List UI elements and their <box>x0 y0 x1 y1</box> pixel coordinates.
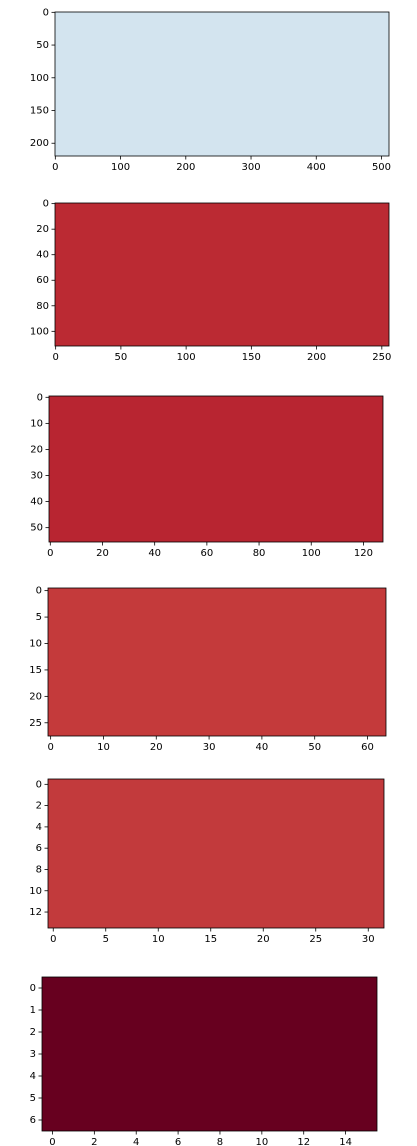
y-tick-label: 12 <box>29 907 42 918</box>
heatmap-image <box>48 588 386 736</box>
y-tick-label: 0 <box>36 586 42 597</box>
y-tick-label: 1 <box>30 1005 36 1016</box>
x-tick-label: 60 <box>201 548 214 559</box>
y-tick-label: 10 <box>29 886 42 897</box>
x-tick-label: 8 <box>217 1137 223 1146</box>
y-tick-label: 25 <box>29 718 42 729</box>
y-tick-label: 10 <box>29 639 42 650</box>
x-tick-label: 0 <box>50 934 56 945</box>
x-tick-label: 250 <box>372 352 391 363</box>
y-tick-label: 4 <box>30 1071 36 1082</box>
y-tick-label: 2 <box>30 1027 36 1038</box>
axes-frame <box>54 11 390 157</box>
y-tick-label: 10 <box>30 418 43 429</box>
y-tick-label: 20 <box>29 691 42 702</box>
x-tick-label: 40 <box>148 548 161 559</box>
x-tick-label: 300 <box>241 162 260 173</box>
y-tick-label: 0 <box>30 983 36 994</box>
x-tick-label: 400 <box>307 162 326 173</box>
axes-frame <box>54 202 390 347</box>
x-tick-label: 14 <box>339 1137 352 1146</box>
x-tick-label: 200 <box>176 162 195 173</box>
x-tick-label: 0 <box>52 162 58 173</box>
x-tick-label: 40 <box>256 742 269 753</box>
y-tick-label: 40 <box>30 497 43 508</box>
x-tick-label: 25 <box>309 934 322 945</box>
y-tick-label: 30 <box>30 471 43 482</box>
y-tick-label: 60 <box>36 275 49 286</box>
heatmap-image <box>55 203 389 346</box>
y-tick-label: 20 <box>36 224 49 235</box>
y-tick-label: 2 <box>36 801 42 812</box>
x-tick-label: 10 <box>255 1137 268 1146</box>
heatmap-image <box>55 12 389 156</box>
x-tick-label: 60 <box>361 742 374 753</box>
x-tick-label: 0 <box>52 352 58 363</box>
y-tick-label: 50 <box>30 523 43 534</box>
x-tick-label: 120 <box>354 548 373 559</box>
y-tick-label: 150 <box>30 106 49 117</box>
x-tick-label: 30 <box>362 934 375 945</box>
x-tick-label: 20 <box>257 934 270 945</box>
x-tick-label: 50 <box>308 742 321 753</box>
y-tick-label: 0 <box>43 7 49 18</box>
y-tick-label: 6 <box>30 1115 36 1126</box>
y-tick-label: 20 <box>30 444 43 455</box>
y-tick-label: 8 <box>36 864 42 875</box>
x-tick-label: 12 <box>297 1137 310 1146</box>
x-tick-label: 30 <box>203 742 216 753</box>
y-tick-label: 15 <box>29 665 42 676</box>
y-tick-label: 100 <box>30 326 49 337</box>
axes-frame <box>47 587 387 737</box>
heatmap-image <box>49 396 383 542</box>
y-tick-label: 0 <box>37 392 43 403</box>
x-tick-label: 100 <box>302 548 321 559</box>
y-tick-label: 4 <box>36 822 42 833</box>
x-tick-label: 20 <box>96 548 109 559</box>
x-tick-label: 0 <box>49 1137 55 1146</box>
y-tick-label: 6 <box>36 843 42 854</box>
y-tick-label: 100 <box>30 73 49 84</box>
x-tick-label: 80 <box>253 548 266 559</box>
y-tick-label: 5 <box>36 612 42 623</box>
x-tick-label: 5 <box>103 934 109 945</box>
axes-frame <box>48 395 384 543</box>
y-tick-label: 3 <box>30 1049 36 1060</box>
y-tick-label: 200 <box>30 138 49 149</box>
x-tick-label: 0 <box>47 742 53 753</box>
x-tick-label: 100 <box>177 352 196 363</box>
y-tick-label: 0 <box>43 199 49 210</box>
y-tick-label: 80 <box>36 301 49 312</box>
x-tick-label: 4 <box>133 1137 139 1146</box>
x-tick-label: 200 <box>307 352 326 363</box>
axes-frame <box>47 778 385 929</box>
x-tick-label: 10 <box>152 934 165 945</box>
y-tick-label: 5 <box>30 1093 36 1104</box>
x-tick-label: 50 <box>115 352 128 363</box>
x-tick-label: 20 <box>150 742 163 753</box>
heatmap-image <box>42 977 377 1131</box>
x-tick-label: 15 <box>204 934 217 945</box>
y-tick-label: 40 <box>36 250 49 261</box>
x-tick-label: 0 <box>47 548 53 559</box>
x-tick-label: 2 <box>91 1137 97 1146</box>
heatmap-image <box>48 779 384 928</box>
x-tick-label: 6 <box>175 1137 181 1146</box>
x-tick-label: 10 <box>97 742 110 753</box>
y-tick-label: 0 <box>36 779 42 790</box>
x-tick-label: 150 <box>242 352 261 363</box>
x-tick-label: 500 <box>372 162 391 173</box>
x-tick-label: 100 <box>111 162 130 173</box>
y-tick-label: 50 <box>36 40 49 51</box>
